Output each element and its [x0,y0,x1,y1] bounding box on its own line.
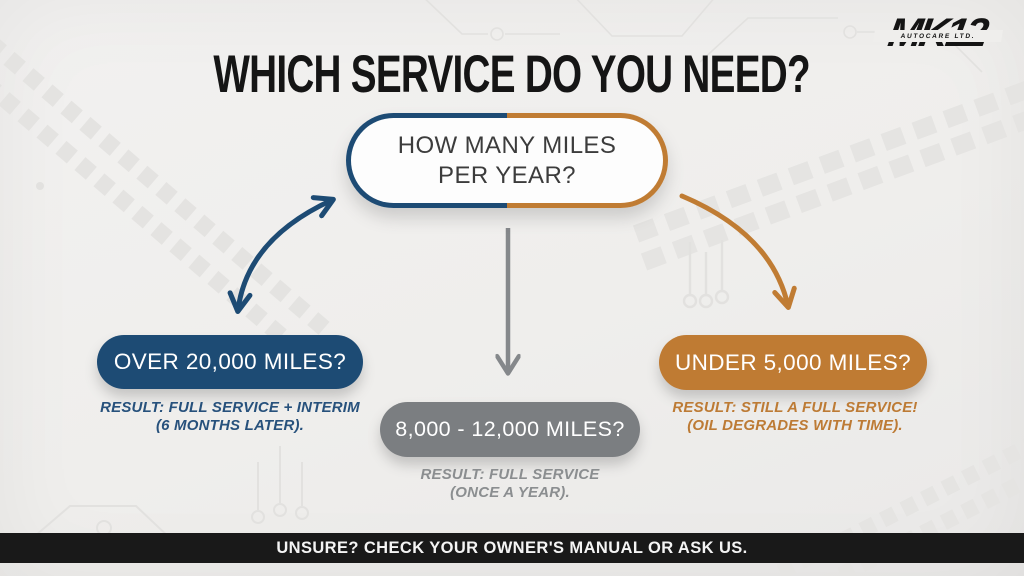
result-line1: RESULT: FULL SERVICE [420,466,600,483]
result-line2: (6 MONTHS LATER). [155,416,305,434]
branch-pill-low-mileage: UNDER 5,000 MILES? [659,335,927,390]
branch-result-average-mileage: RESULT: FULL SERVICE (ONCE A YEAR). [370,466,650,501]
branch-result-high-mileage: RESULT: FULL SERVICE + INTERIM (6 MONTHS… [80,399,380,434]
page-title-text: WHICH SERVICE DO YOU NEED? [213,45,811,104]
result-line2: (ONCE A YEAR). [450,483,570,501]
branch-label-low-mileage: UNDER 5,000 MILES? [674,349,912,375]
logo-tagline: AUTOCARE LTD. [873,30,1003,42]
footer-text: UNSURE? CHECK YOUR OWNER'S MANUAL OR ASK… [276,538,748,557]
branch-label-average-mileage: 8,000 - 12,000 MILES? [395,417,625,441]
root-question-line1: HOW MANY MILES [397,131,617,159]
footer-bar: UNSURE? CHECK YOUR OWNER'S MANUAL OR ASK… [0,533,1024,563]
root-question-node: HOW MANY MILES PER YEAR? [346,113,668,208]
circuit-traces-bottom-left [27,446,309,543]
circuit-pins-mid-right [682,240,730,309]
branch-pill-average-mileage: 8,000 - 12,000 MILES? [380,402,640,457]
arrow-to-low-mileage [679,193,797,310]
result-line1: RESULT: FULL SERVICE + INTERIM [100,399,360,416]
dot-decoration [36,182,44,190]
root-question-text: HOW MANY MILES PER YEAR? [351,118,663,203]
root-question-line2: PER YEAR? [438,161,576,189]
brand-logo: MK12 AUTOCARE LTD. [872,10,1003,60]
branch-label-high-mileage: OVER 20,000 MILES? [113,349,347,374]
branch-result-low-mileage: RESULT: STILL A FULL SERVICE! (OIL DEGRA… [645,399,945,434]
arrow-to-high-mileage [227,195,336,314]
result-line1: RESULT: STILL A FULL SERVICE! [672,399,918,416]
branch-pill-high-mileage: OVER 20,000 MILES? [97,335,363,389]
result-line2: (OIL DEGRADES WITH TIME). [687,416,903,434]
